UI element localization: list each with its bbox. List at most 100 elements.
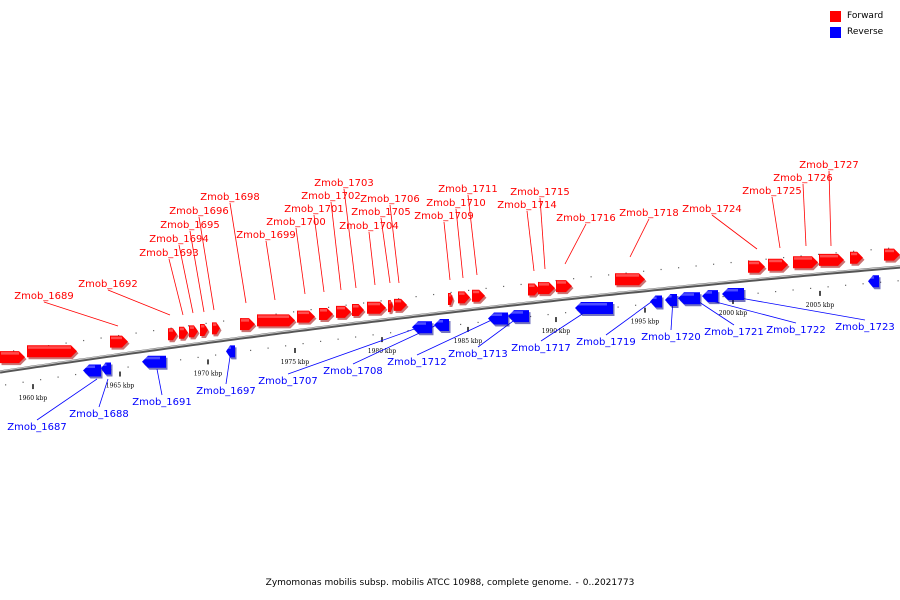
gene-label[interactable]: Zmob_1702	[301, 191, 361, 202]
forward-gene-arrow[interactable]	[615, 273, 647, 288]
gene-label[interactable]: Zmob_1689	[14, 291, 74, 302]
minor-tick-dot	[880, 281, 882, 283]
gene-arrow-shine	[557, 281, 566, 284]
gene-label[interactable]: Zmob_1687	[7, 422, 67, 433]
forward-gene-arrow[interactable]	[257, 314, 297, 329]
leader-line	[295, 227, 306, 295]
gene-label[interactable]: Zmob_1706	[360, 194, 420, 205]
forward-gene-arrow[interactable]	[179, 326, 190, 341]
gene-label[interactable]: Zmob_1726	[773, 173, 833, 184]
gene-label[interactable]: Zmob_1715	[510, 187, 570, 198]
reverse-gene-arrow[interactable]	[665, 294, 679, 309]
reverse-gene-arrow[interactable]	[575, 301, 615, 316]
gene-label[interactable]: Zmob_1688	[69, 409, 129, 420]
gene-arrow-shine	[651, 296, 657, 300]
forward-gene-arrow[interactable]	[297, 310, 317, 325]
forward-gene-arrow[interactable]	[336, 305, 353, 320]
gene-label[interactable]: Zmob_1713	[448, 349, 508, 360]
gene-label[interactable]: Zmob_1701	[284, 204, 344, 215]
forward-gene-arrow[interactable]	[240, 318, 257, 333]
forward-gene-arrow[interactable]	[556, 280, 574, 295]
forward-gene-arrow[interactable]	[748, 260, 767, 275]
gene-label[interactable]: Zmob_1693	[139, 248, 199, 259]
forward-gene-arrow[interactable]	[768, 258, 790, 273]
gene-label[interactable]: Zmob_1712	[387, 357, 447, 368]
gene-label[interactable]: Zmob_1696	[169, 206, 229, 217]
reverse-gene-arrow[interactable]	[101, 362, 113, 377]
gene-label[interactable]: Zmob_1694	[149, 234, 209, 245]
forward-gene-arrow[interactable]	[352, 304, 366, 319]
gene-label[interactable]: Zmob_1722	[766, 325, 826, 336]
gene-label[interactable]: Zmob_1720	[641, 332, 701, 343]
reverse-gene-arrow[interactable]	[508, 310, 531, 325]
gene-arrow-shine	[213, 323, 217, 326]
reverse-gene-arrow[interactable]	[83, 364, 103, 379]
forward-gene-arrow[interactable]	[110, 335, 130, 350]
gene-label[interactable]: Zmob_1710	[426, 198, 486, 209]
minor-tick-dot	[380, 300, 382, 302]
gene-label[interactable]: Zmob_1700	[266, 217, 326, 228]
forward-gene-arrow[interactable]	[189, 325, 200, 340]
gene-label[interactable]: Zmob_1703	[314, 178, 374, 189]
gene-label[interactable]: Zmob_1704	[339, 221, 399, 232]
gene-label[interactable]: Zmob_1718	[619, 208, 679, 219]
forward-gene-arrow[interactable]	[793, 256, 820, 271]
gene-label[interactable]: Zmob_1707	[258, 376, 318, 387]
forward-gene-arrow[interactable]	[538, 282, 557, 297]
gene-label[interactable]: Zmob_1691	[132, 397, 192, 408]
reverse-gene-arrow[interactable]	[722, 287, 746, 302]
forward-gene-arrow[interactable]	[212, 322, 222, 337]
forward-gene-arrow[interactable]	[448, 292, 455, 307]
gene-arrow-shine	[111, 336, 122, 340]
forward-gene-arrow[interactable]	[27, 345, 79, 360]
forward-gene-arrow[interactable]	[200, 323, 210, 338]
gene-label[interactable]: Zmob_1711	[438, 184, 498, 195]
minor-tick-dot	[722, 295, 724, 298]
gene-label[interactable]: Zmob_1725	[742, 186, 802, 197]
gene-label[interactable]: Zmob_1698	[200, 192, 260, 203]
gene-arrow-body	[83, 364, 101, 377]
minor-tick-dot	[468, 289, 470, 292]
leader-line	[229, 202, 247, 304]
forward-gene-arrow[interactable]	[319, 308, 335, 323]
gene-label[interactable]: Zmob_1695	[160, 220, 220, 231]
reverse-gene-arrow[interactable]	[434, 318, 451, 333]
gene-arrow-shine	[258, 315, 289, 318]
gene-label[interactable]: Zmob_1727	[799, 160, 859, 171]
minor-tick-dot	[345, 304, 347, 306]
forward-gene-arrow[interactable]	[0, 351, 27, 366]
minor-tick-dot	[118, 334, 120, 337]
forward-gene-arrow[interactable]	[458, 291, 472, 306]
gene-label[interactable]: Zmob_1697	[196, 386, 256, 397]
gene-label[interactable]: Zmob_1721	[704, 327, 764, 338]
gene-label[interactable]: Zmob_1705	[351, 207, 411, 218]
reverse-gene-arrow[interactable]	[226, 345, 237, 360]
reverse-gene-arrow[interactable]	[702, 290, 720, 305]
gene-label[interactable]: Zmob_1716	[556, 213, 616, 224]
reverse-gene-arrow[interactable]	[488, 312, 510, 327]
forward-gene-arrow[interactable]	[884, 248, 900, 263]
gene-label[interactable]: Zmob_1719	[576, 337, 636, 348]
gene-label[interactable]: Zmob_1709	[414, 211, 474, 222]
gene-label[interactable]: Zmob_1699	[236, 230, 296, 241]
reverse-gene-arrow[interactable]	[868, 275, 881, 290]
gene-label[interactable]: Zmob_1717	[511, 343, 571, 354]
reverse-gene-arrow[interactable]	[678, 292, 702, 307]
reverse-gene-arrow[interactable]	[412, 321, 434, 336]
leader-line	[828, 170, 832, 247]
reverse-gene-arrow[interactable]	[650, 295, 664, 310]
gene-arrow-body	[768, 258, 788, 271]
gene-label[interactable]: Zmob_1724	[682, 204, 742, 215]
forward-gene-arrow[interactable]	[394, 298, 409, 313]
gene-label[interactable]: Zmob_1708	[323, 366, 383, 377]
forward-gene-arrow[interactable]	[472, 289, 487, 304]
gene-label[interactable]: Zmob_1692	[78, 279, 138, 290]
forward-gene-arrow[interactable]	[168, 328, 179, 343]
forward-gene-arrow[interactable]	[819, 253, 846, 268]
reverse-gene-arrow[interactable]	[142, 355, 168, 370]
forward-gene-arrow[interactable]	[388, 300, 395, 315]
forward-gene-arrow[interactable]	[850, 251, 865, 266]
gene-label[interactable]: Zmob_1723	[835, 322, 895, 333]
forward-gene-arrow[interactable]	[367, 301, 388, 316]
gene-label[interactable]: Zmob_1714	[497, 200, 557, 211]
